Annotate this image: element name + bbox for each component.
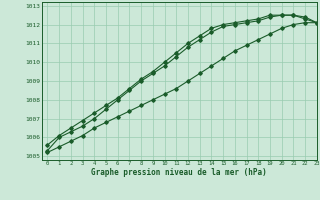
X-axis label: Graphe pression niveau de la mer (hPa): Graphe pression niveau de la mer (hPa) (91, 168, 267, 177)
